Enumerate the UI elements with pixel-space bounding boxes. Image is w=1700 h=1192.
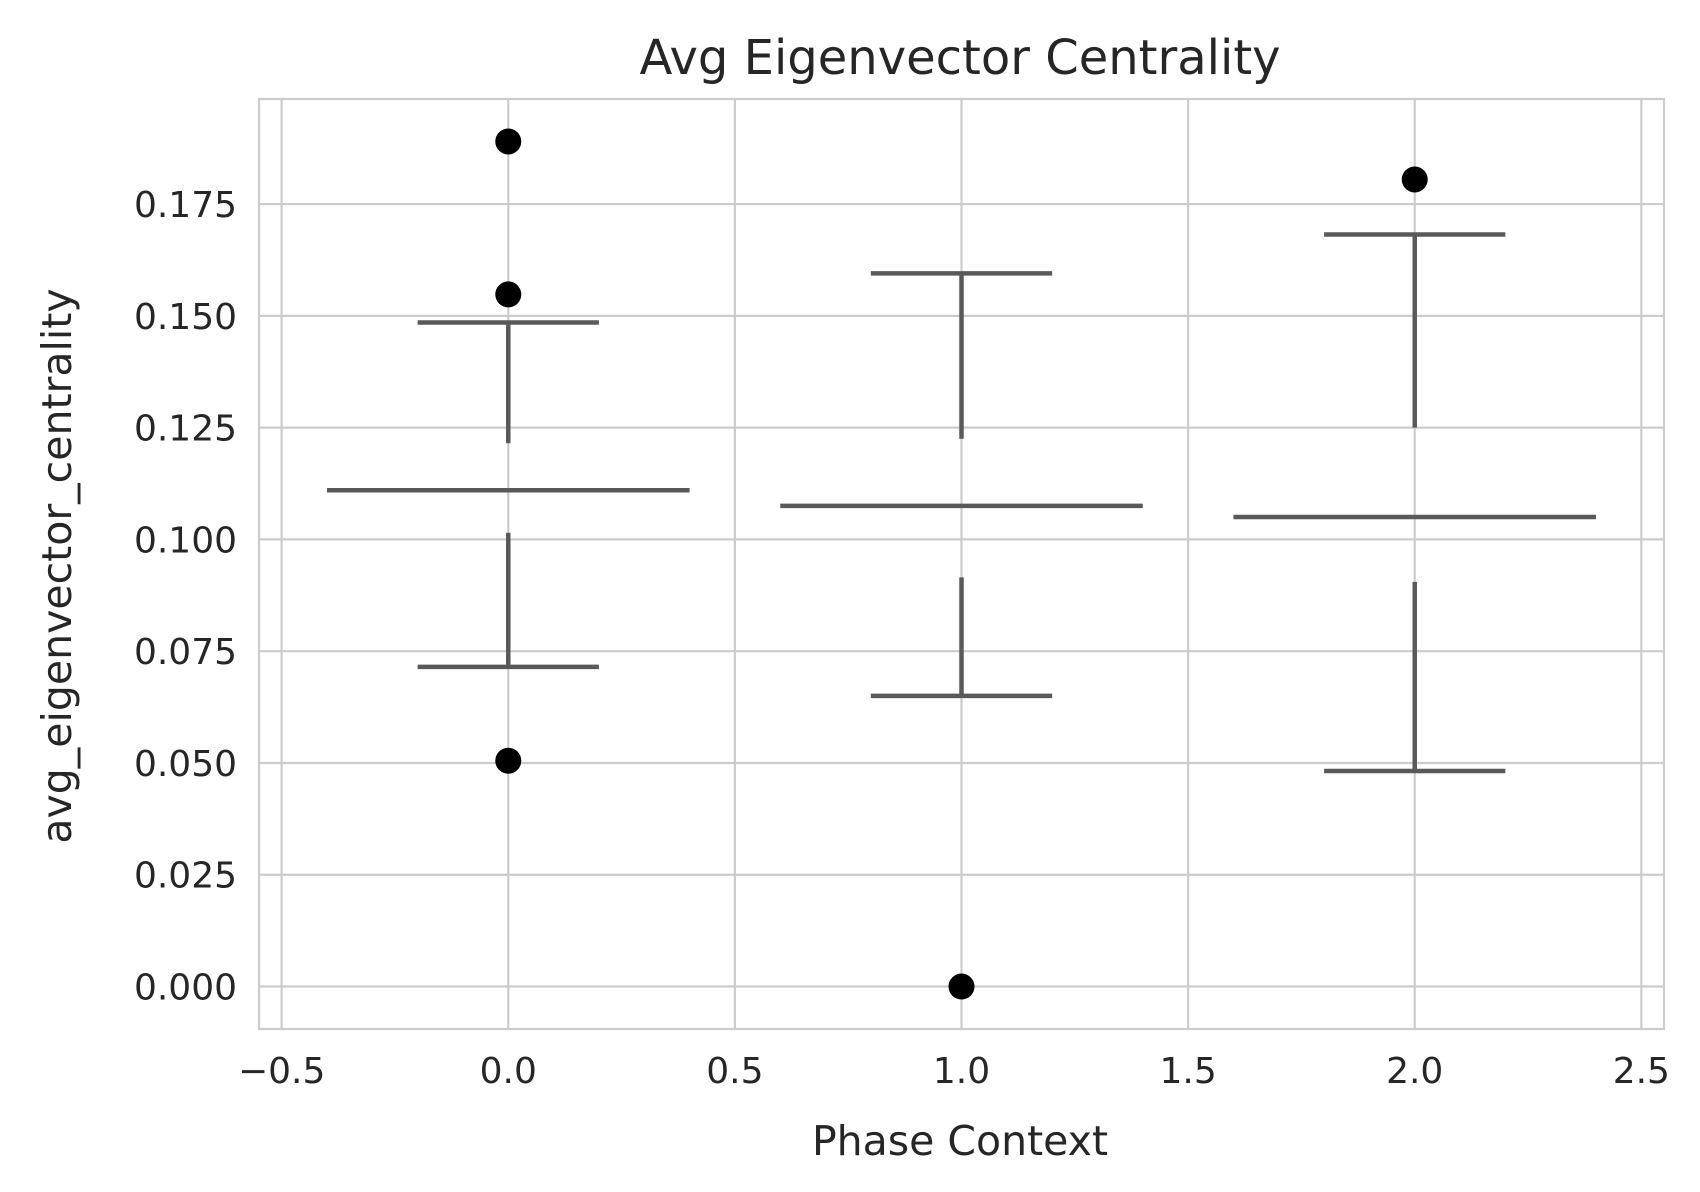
y-tick-label: 0.125 (134, 409, 237, 450)
boxplot (1233, 166, 1597, 774)
outlier-point (1401, 166, 1428, 193)
y-tick-label: 0.100 (134, 520, 237, 561)
plot-area-frame (257, 97, 1666, 1031)
x-tick-label: 2.5 (1613, 1051, 1670, 1092)
y-tick-label: 0.075 (134, 632, 237, 673)
boxplot (780, 271, 1143, 1000)
y-tick-label: 0.025 (134, 856, 237, 897)
outlier-point (495, 281, 522, 308)
x-tick-label: −0.5 (238, 1051, 325, 1092)
outlier-point (495, 747, 522, 774)
outlier-point (948, 973, 975, 1000)
x-tick-label: 0.5 (706, 1051, 763, 1092)
y-tick-labels: 0.000 0.025 0.050 0.075 0.100 0.125 0.150 0.175 (134, 185, 237, 1008)
y-axis-label: avg_eigenvector_centrality (33, 288, 81, 843)
y-tick-label: 0.000 (134, 968, 237, 1009)
y-tick-label: 0.150 (134, 297, 237, 338)
grid (259, 99, 1664, 1029)
boxplots (326, 128, 1597, 1000)
x-tick-labels: −0.5 0.0 0.5 1.0 1.5 2.0 2.5 (238, 1051, 1670, 1092)
x-tick-label: 1.5 (1159, 1051, 1216, 1092)
x-tick-label: 2.0 (1386, 1051, 1443, 1092)
boxplot (326, 128, 690, 774)
x-axis-label: Phase Context (812, 1117, 1108, 1165)
y-tick-label: 0.050 (134, 744, 237, 785)
x-tick-label: 0.0 (480, 1051, 537, 1092)
outlier-point (495, 128, 522, 155)
x-tick-label: 1.0 (933, 1051, 990, 1092)
chart-title: Avg Eigenvector Centrality (639, 30, 1280, 86)
y-tick-label: 0.175 (134, 185, 237, 226)
